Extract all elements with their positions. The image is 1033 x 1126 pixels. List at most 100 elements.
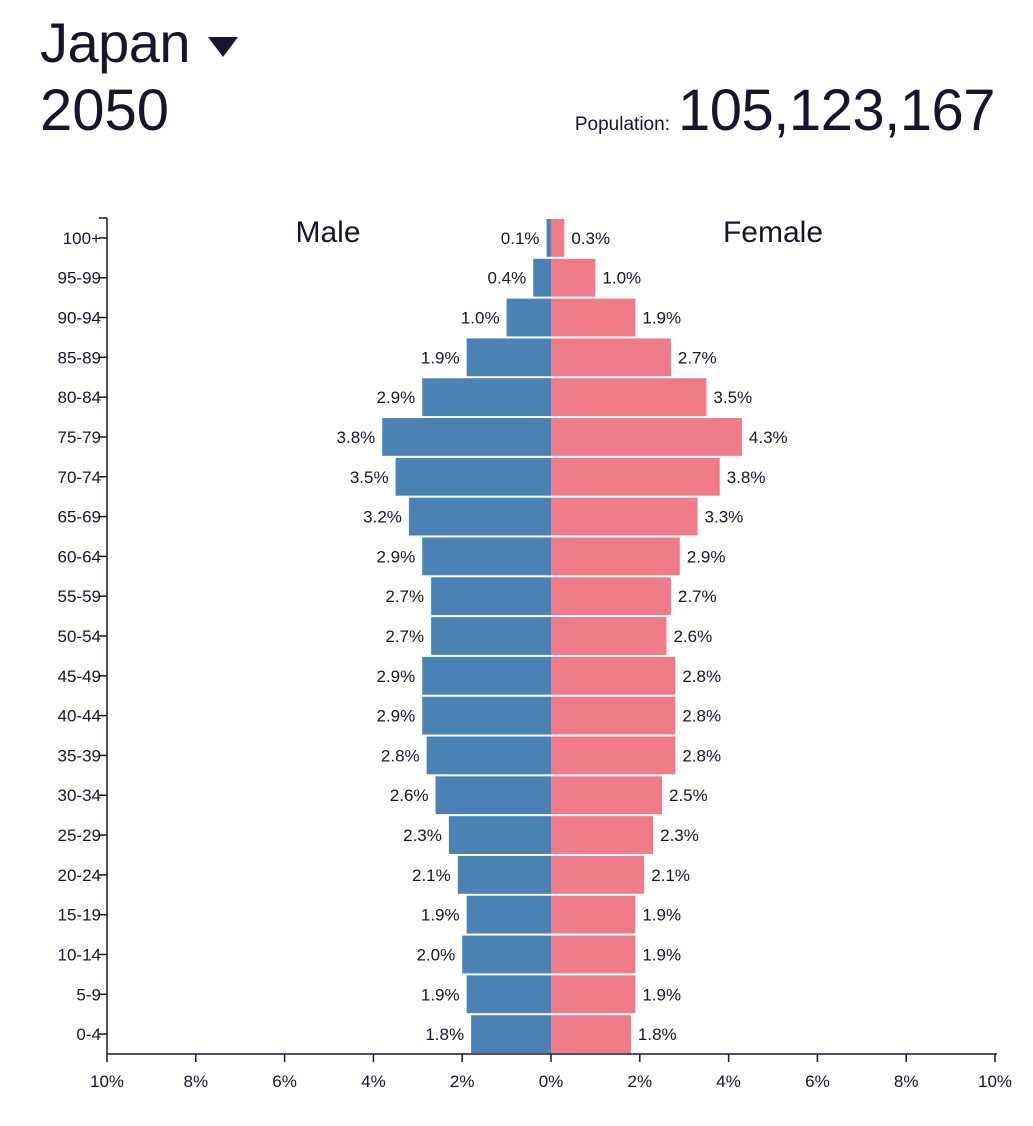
population-value: 105,123,167 bbox=[677, 78, 996, 143]
female-value-label: 4.3% bbox=[749, 428, 788, 447]
male-value-label: 1.8% bbox=[425, 1025, 464, 1044]
female-bar bbox=[551, 1015, 631, 1053]
age-group-label: 100+ bbox=[63, 229, 101, 248]
age-group-label: 30-34 bbox=[58, 786, 101, 805]
x-tick-label: 8% bbox=[894, 1072, 919, 1091]
x-tick-label: 6% bbox=[272, 1072, 297, 1091]
male-bar bbox=[422, 378, 551, 417]
female-bar bbox=[551, 816, 654, 854]
male-bar bbox=[471, 1015, 551, 1053]
age-group-label: 50-54 bbox=[58, 627, 101, 646]
male-value-label: 2.9% bbox=[376, 388, 415, 407]
male-value-label: 2.3% bbox=[403, 826, 442, 845]
male-value-label: 2.6% bbox=[390, 786, 429, 805]
age-group-label: 25-29 bbox=[58, 826, 101, 845]
male-bar bbox=[431, 617, 551, 655]
female-bar bbox=[551, 776, 662, 815]
female-bar bbox=[551, 855, 645, 894]
female-bar bbox=[551, 617, 667, 655]
male-value-label: 2.8% bbox=[381, 746, 420, 765]
male-value-label: 0.1% bbox=[501, 229, 540, 248]
x-tick-label: 10% bbox=[978, 1072, 1012, 1091]
male-value-label: 1.9% bbox=[421, 348, 460, 367]
male-bar bbox=[506, 298, 551, 337]
age-group-label: 10-14 bbox=[58, 945, 101, 964]
country-selector[interactable]: Japan bbox=[40, 8, 239, 78]
female-value-label: 2.7% bbox=[678, 348, 717, 367]
age-group-label: 80-84 bbox=[58, 388, 101, 407]
age-group-label: 20-24 bbox=[58, 866, 101, 885]
female-value-label: 1.9% bbox=[642, 906, 681, 925]
female-bar bbox=[551, 895, 636, 934]
male-bar bbox=[448, 816, 551, 854]
legend-female: Female bbox=[723, 216, 823, 249]
male-bar bbox=[466, 895, 551, 934]
female-value-label: 2.9% bbox=[687, 547, 726, 566]
female-value-label: 3.5% bbox=[713, 388, 752, 407]
female-bar bbox=[551, 656, 676, 695]
female-value-label: 1.8% bbox=[638, 1025, 677, 1044]
male-bar bbox=[426, 736, 551, 775]
country-name: Japan bbox=[40, 11, 191, 74]
female-bar bbox=[551, 975, 636, 1014]
x-tick-label: 2% bbox=[450, 1072, 475, 1091]
male-bar bbox=[408, 497, 551, 536]
male-value-label: 2.7% bbox=[385, 627, 424, 646]
female-bar bbox=[551, 298, 636, 337]
age-group-label: 0-4 bbox=[76, 1025, 101, 1044]
x-tick-label: 2% bbox=[628, 1072, 653, 1091]
male-bar bbox=[382, 418, 551, 456]
age-group-label: 5-9 bbox=[76, 985, 101, 1004]
x-tick-label: 4% bbox=[361, 1072, 386, 1091]
x-tick-label: 8% bbox=[184, 1072, 209, 1091]
age-group-label: 70-74 bbox=[58, 468, 101, 487]
male-bar bbox=[466, 975, 551, 1014]
male-bar bbox=[422, 537, 551, 576]
male-bar bbox=[435, 776, 551, 815]
female-value-label: 3.3% bbox=[705, 508, 744, 527]
male-bar bbox=[462, 935, 551, 974]
male-bar bbox=[422, 656, 551, 695]
male-bar bbox=[457, 855, 551, 894]
female-value-label: 2.8% bbox=[682, 667, 721, 686]
male-bar bbox=[431, 577, 551, 616]
male-value-label: 2.9% bbox=[376, 707, 415, 726]
female-bar bbox=[551, 378, 707, 417]
female-bar bbox=[551, 577, 671, 616]
male-bar bbox=[546, 219, 551, 257]
female-bar bbox=[551, 258, 596, 297]
male-bar bbox=[395, 457, 551, 496]
population-label: Population: bbox=[574, 114, 670, 135]
female-bar bbox=[551, 696, 676, 735]
female-bar bbox=[551, 457, 720, 496]
female-value-label: 1.9% bbox=[642, 985, 681, 1004]
female-bar bbox=[551, 219, 565, 257]
female-bar bbox=[551, 497, 698, 536]
male-value-label: 0.4% bbox=[487, 269, 526, 288]
female-bar bbox=[551, 338, 671, 377]
male-bar bbox=[533, 258, 551, 297]
x-tick-label: 4% bbox=[716, 1072, 741, 1091]
male-value-label: 2.0% bbox=[416, 945, 455, 964]
age-group-label: 35-39 bbox=[58, 746, 101, 765]
female-bar bbox=[551, 935, 636, 974]
caret-down-icon[interactable] bbox=[208, 37, 239, 57]
male-value-label: 2.7% bbox=[385, 587, 424, 606]
x-tick-label: 0% bbox=[539, 1072, 564, 1091]
female-value-label: 3.8% bbox=[727, 468, 766, 487]
male-value-label: 2.1% bbox=[412, 866, 451, 885]
male-value-label: 2.9% bbox=[376, 547, 415, 566]
male-value-label: 1.0% bbox=[461, 309, 500, 328]
male-bar bbox=[466, 338, 551, 377]
female-value-label: 2.3% bbox=[660, 826, 699, 845]
age-group-label: 55-59 bbox=[58, 587, 101, 606]
age-group-label: 45-49 bbox=[58, 667, 101, 686]
female-value-label: 2.8% bbox=[682, 746, 721, 765]
age-group-label: 95-99 bbox=[58, 269, 101, 288]
age-group-label: 40-44 bbox=[58, 707, 101, 726]
age-group-label: 85-89 bbox=[58, 348, 101, 367]
female-value-label: 2.7% bbox=[678, 587, 717, 606]
male-value-label: 1.9% bbox=[421, 906, 460, 925]
female-bar bbox=[551, 736, 676, 775]
